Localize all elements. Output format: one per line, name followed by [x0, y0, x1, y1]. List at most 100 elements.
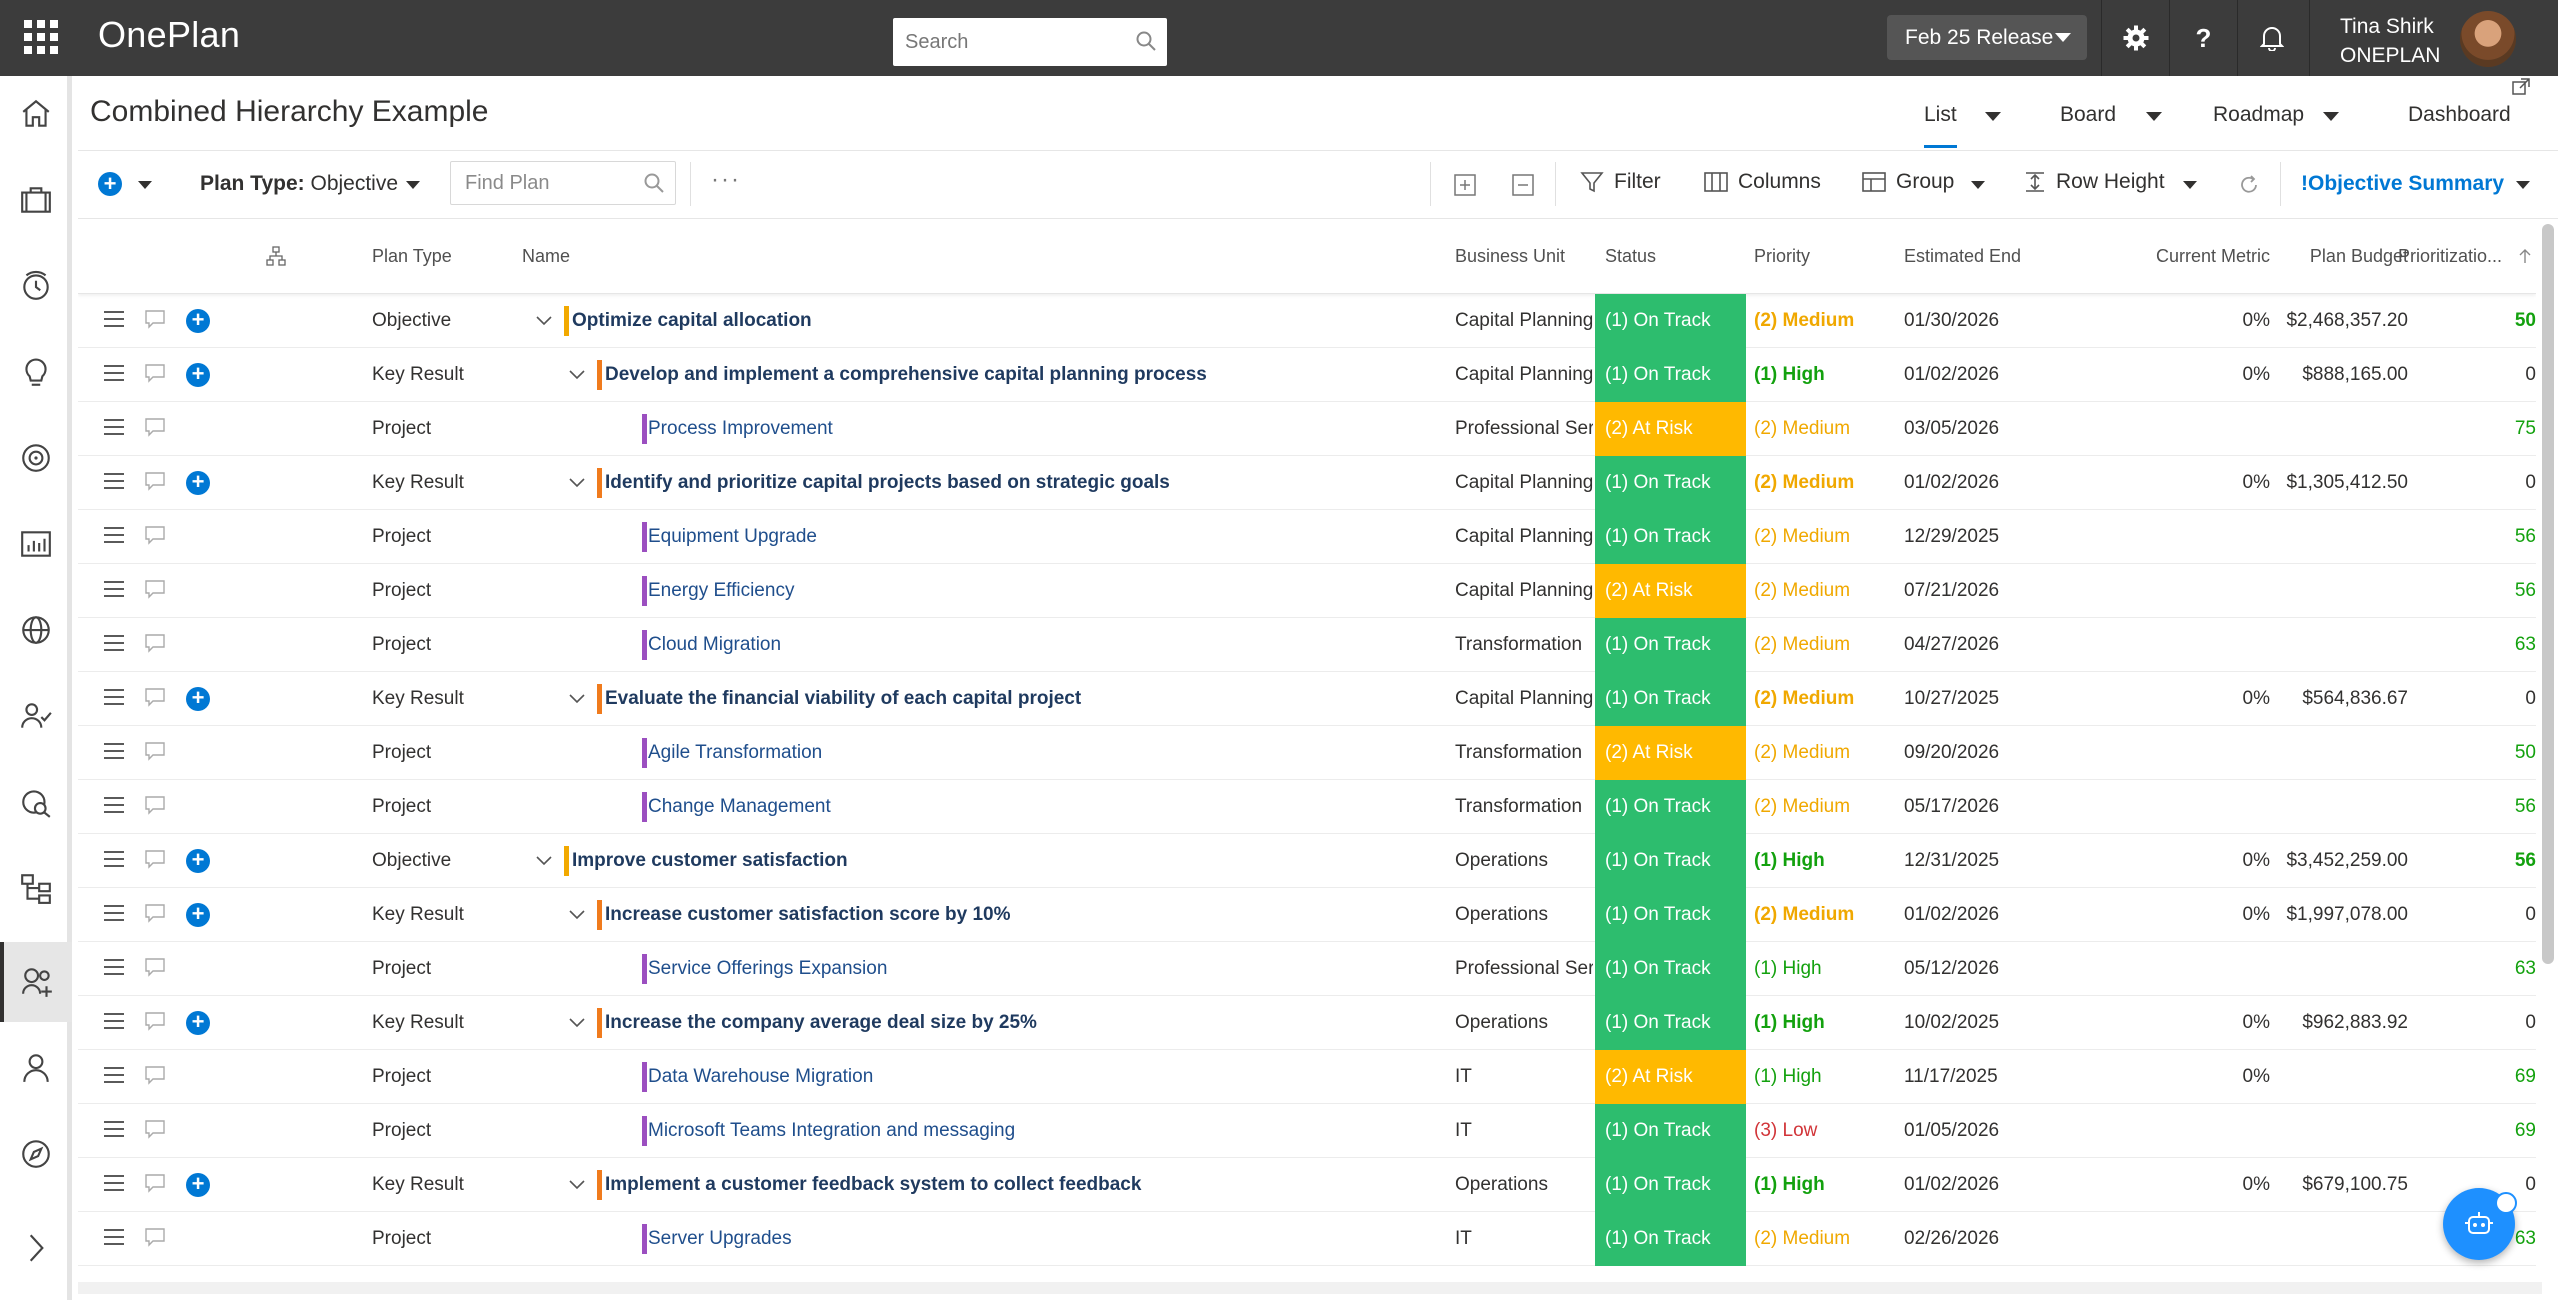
- cell-name-link[interactable]: Microsoft Teams Integration and messagin…: [648, 1120, 1016, 1141]
- add-child-button[interactable]: +: [186, 363, 210, 387]
- comment-icon[interactable]: [144, 1118, 166, 1140]
- cell-name-link[interactable]: Evaluate the financial viability of each…: [605, 688, 1082, 709]
- drag-handle-icon[interactable]: [104, 635, 124, 653]
- chevron-down-icon[interactable]: [567, 473, 587, 493]
- drag-handle-icon[interactable]: [104, 365, 124, 383]
- drag-handle-icon[interactable]: [104, 1013, 124, 1031]
- table-row[interactable]: + Objective Optimize capital allocation Cap…: [78, 294, 2536, 348]
- cell-name-link[interactable]: Increase the company average deal size b…: [605, 1012, 1037, 1033]
- cell-name-link[interactable]: Improve customer satisfaction: [572, 850, 848, 871]
- notifications-button[interactable]: [2237, 0, 2305, 76]
- table-row[interactable]: + Objective Improve customer satisfaction O…: [78, 834, 2536, 888]
- user-info[interactable]: Tina Shirk ONEPLAN: [2340, 12, 2440, 70]
- drag-handle-icon[interactable]: [104, 311, 124, 329]
- comment-icon[interactable]: [144, 794, 166, 816]
- table-row[interactable]: Project Agile Transformation Transformatio…: [78, 726, 2536, 780]
- filter-button[interactable]: Filter: [1580, 170, 1661, 194]
- cell-name-link[interactable]: Data Warehouse Migration: [648, 1066, 874, 1087]
- drag-handle-icon[interactable]: [104, 1229, 124, 1247]
- hierarchy-icon[interactable]: [266, 246, 286, 266]
- comment-icon[interactable]: [144, 956, 166, 978]
- nav-chart[interactable]: [0, 504, 72, 584]
- chevron-down-icon[interactable]: [2183, 181, 2197, 189]
- nav-target[interactable]: [0, 418, 72, 498]
- chevron-down-icon[interactable]: [567, 1013, 587, 1033]
- cell-name-link[interactable]: Implement a customer feedback system to …: [605, 1174, 1142, 1195]
- comment-icon[interactable]: [144, 632, 166, 654]
- table-row[interactable]: + Key Result Implement a customer feedback…: [78, 1158, 2536, 1212]
- comment-icon[interactable]: [144, 1010, 166, 1032]
- cell-name-link[interactable]: Identify and prioritize capital projects…: [605, 472, 1170, 493]
- cell-name-link[interactable]: Process Improvement: [648, 418, 833, 439]
- col-status[interactable]: Status: [1605, 246, 1657, 266]
- tab-board[interactable]: Board: [2060, 103, 2117, 126]
- col-priority[interactable]: Priority: [1754, 246, 1811, 266]
- chevron-down-icon[interactable]: [1971, 181, 1985, 189]
- table-row[interactable]: Project Cloud Migration Transformation (1) …: [78, 618, 2536, 672]
- cell-name-link[interactable]: Change Management: [648, 796, 831, 817]
- table-row[interactable]: Project Equipment Upgrade Capital Planning…: [78, 510, 2536, 564]
- nav-compass[interactable]: [0, 1114, 72, 1194]
- chevron-down-icon[interactable]: [138, 181, 152, 189]
- comment-icon[interactable]: [144, 524, 166, 546]
- cell-name-link[interactable]: Increase customer satisfaction score by …: [605, 904, 1011, 925]
- comment-icon[interactable]: [144, 848, 166, 870]
- nav-money-search[interactable]: [0, 762, 72, 842]
- drag-handle-icon[interactable]: [104, 1121, 124, 1139]
- collapse-all-icon[interactable]: [1512, 174, 1534, 196]
- cell-name-link[interactable]: Server Upgrades: [648, 1228, 792, 1249]
- comment-icon[interactable]: [144, 578, 166, 600]
- table-row[interactable]: Project Microsoft Teams Integration and m…: [78, 1104, 2536, 1158]
- comment-icon[interactable]: [144, 740, 166, 762]
- nav-clock[interactable]: [0, 246, 72, 326]
- add-child-button[interactable]: +: [186, 1011, 210, 1035]
- chevron-down-icon[interactable]: [2516, 181, 2530, 189]
- add-child-button[interactable]: +: [186, 687, 210, 711]
- table-row[interactable]: Project Change Management Transformation (1…: [78, 780, 2536, 834]
- col-plan-type[interactable]: Plan Type: [372, 246, 452, 266]
- drag-handle-icon[interactable]: [104, 905, 124, 923]
- more-options-button[interactable]: ···: [711, 166, 741, 193]
- drag-handle-icon[interactable]: [104, 851, 124, 869]
- table-row[interactable]: Project Data Warehouse Migration IT (2) At …: [78, 1050, 2536, 1104]
- comment-icon[interactable]: [144, 362, 166, 384]
- columns-button[interactable]: Columns: [1704, 170, 1821, 194]
- nav-home[interactable]: [0, 74, 72, 154]
- nav-globe[interactable]: [0, 590, 72, 670]
- table-row[interactable]: Project Energy Efficiency Capital Planning…: [78, 564, 2536, 618]
- release-dropdown[interactable]: Feb 25 Release: [1887, 15, 2087, 60]
- search-input[interactable]: [893, 18, 1167, 66]
- add-child-button[interactable]: +: [186, 471, 210, 495]
- drag-handle-icon[interactable]: [104, 1175, 124, 1193]
- chevron-down-icon[interactable]: [567, 905, 587, 925]
- nav-hierarchy[interactable]: [0, 848, 72, 928]
- nav-goals[interactable]: [0, 942, 72, 1022]
- table-row[interactable]: + Key Result Increase customer satisfactio…: [78, 888, 2536, 942]
- chevron-down-icon[interactable]: [406, 181, 420, 189]
- comment-icon[interactable]: [144, 1172, 166, 1194]
- col-plan-budget[interactable]: Plan Budget: [2309, 246, 2408, 266]
- nav-expand[interactable]: [0, 1208, 72, 1288]
- refresh-icon[interactable]: [2237, 173, 2261, 197]
- cell-name-link[interactable]: Service Offerings Expansion: [648, 958, 888, 979]
- comment-icon[interactable]: [144, 308, 166, 330]
- tab-dashboard[interactable]: Dashboard: [2408, 103, 2511, 126]
- avatar[interactable]: [2460, 11, 2516, 67]
- cell-name-link[interactable]: Equipment Upgrade: [648, 526, 817, 547]
- drag-handle-icon[interactable]: [104, 743, 124, 761]
- chevron-down-icon[interactable]: [1985, 112, 2001, 121]
- chevron-down-icon[interactable]: [534, 311, 554, 331]
- table-row[interactable]: Project Process Improvement Professional S…: [78, 402, 2536, 456]
- tab-list[interactable]: List: [1924, 103, 1957, 148]
- drag-handle-icon[interactable]: [104, 527, 124, 545]
- group-button[interactable]: Group: [1862, 170, 1954, 194]
- cell-name-link[interactable]: Energy Efficiency: [648, 580, 795, 601]
- drag-handle-icon[interactable]: [104, 1067, 124, 1085]
- add-child-button[interactable]: +: [186, 309, 210, 333]
- view-selector[interactable]: !Objective Summary: [2301, 172, 2505, 195]
- cell-name-link[interactable]: Cloud Migration: [648, 634, 782, 655]
- popout-icon[interactable]: [2512, 78, 2530, 96]
- vertical-scrollbar[interactable]: [2542, 224, 2554, 964]
- chevron-down-icon[interactable]: [567, 689, 587, 709]
- drag-handle-icon[interactable]: [104, 473, 124, 491]
